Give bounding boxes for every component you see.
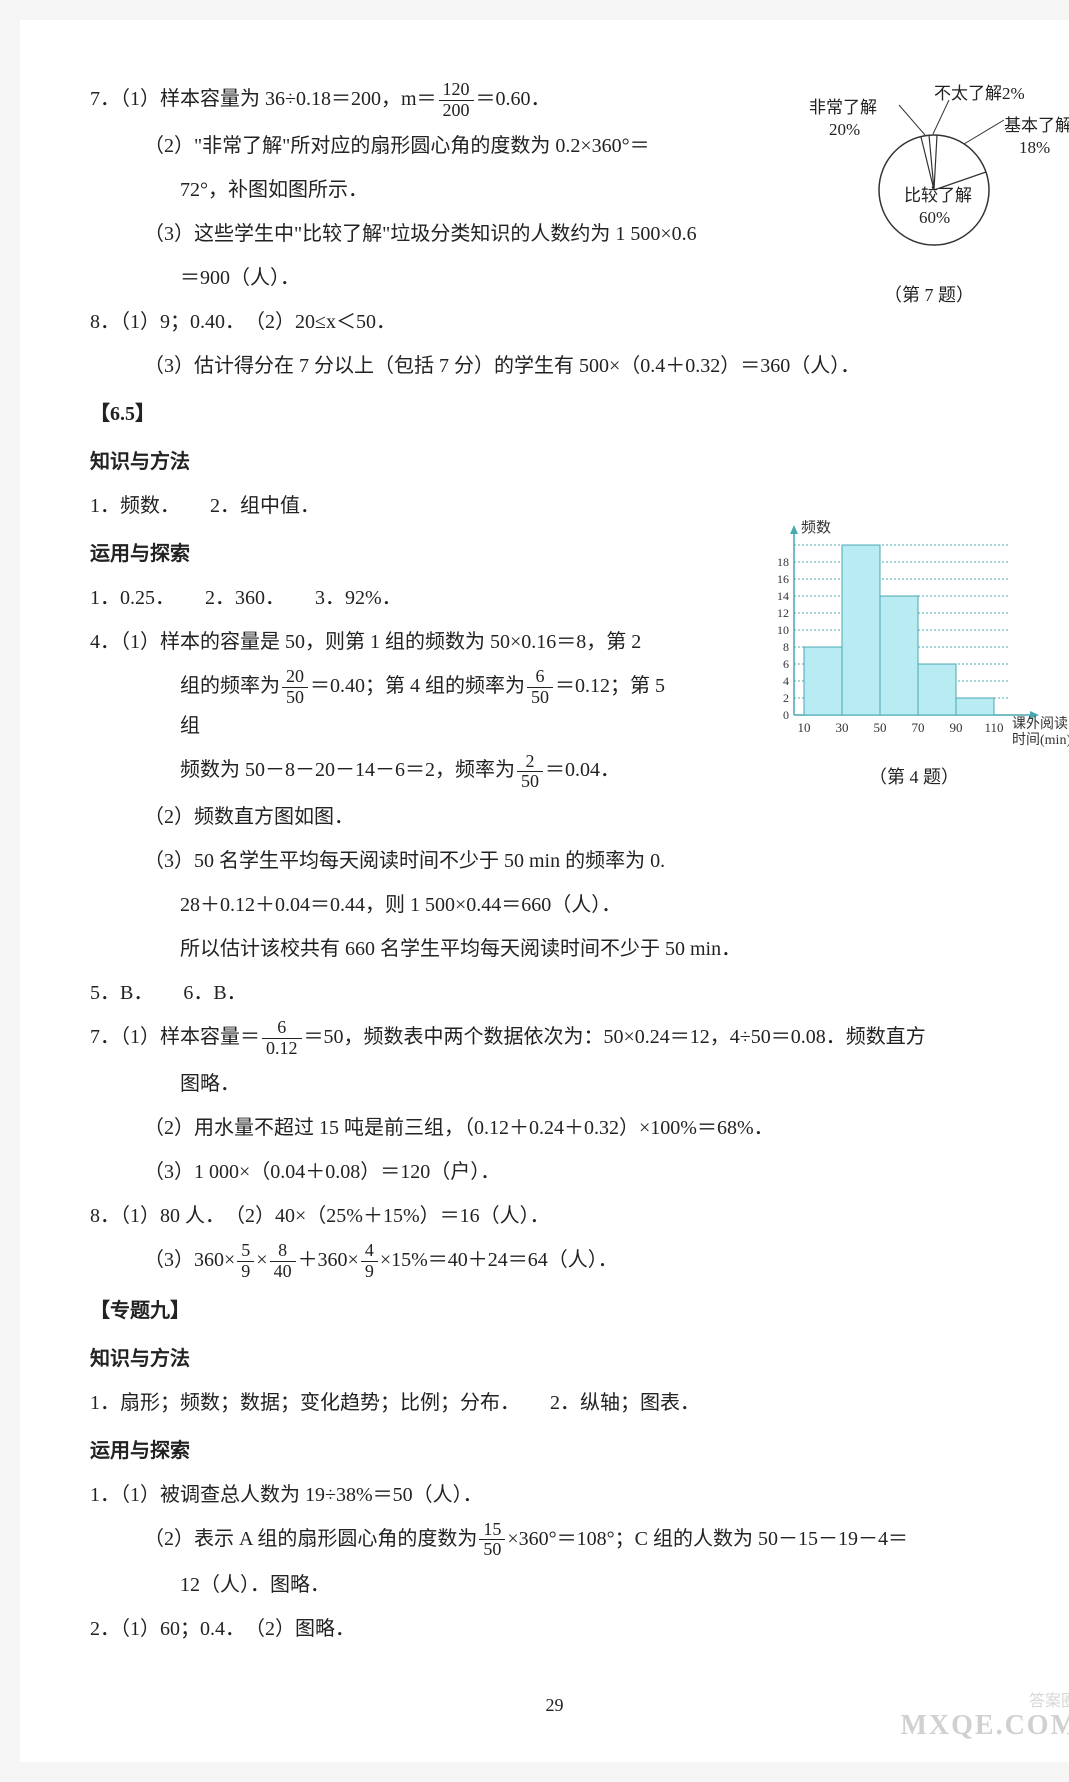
q8b-l2b: × (256, 1249, 267, 1271)
q7-1: 7．（1）样本容量为 36÷0.18＝200，m＝120200＝0.60． (90, 80, 1019, 121)
k65-items: 1．频数． 2．组中值． (90, 487, 1019, 525)
q8b-l2c: ＋360× (298, 1249, 359, 1271)
svg-text:时间(min): 时间(min) (1012, 732, 1069, 748)
frac-5-9: 59 (237, 1241, 254, 1282)
q7-1-text-a: 7．（1）样本容量为 36÷0.18＝200，m＝ (90, 88, 437, 110)
q4-l2a: 组的频率为 (180, 675, 280, 697)
q5-q6: 5．B． 6．B． (90, 974, 1019, 1012)
svg-text:18: 18 (777, 555, 789, 569)
q7b-2: （2）用水量不超过 15 吨是前三组，（0.12＋0.24＋0.32）×100%… (90, 1109, 1019, 1147)
pie-label-basic-pct: 18% (1019, 132, 1050, 164)
q4-l3b: ＝0.04． (545, 759, 620, 781)
topic9-r-title: 运用与探索 (90, 1432, 1019, 1470)
topic9-title: 【专题九】 (90, 1292, 1019, 1330)
topic9-r2a: （2）表示 A 组的扇形圆心角的度数为 (144, 1528, 477, 1550)
q4-3a: （3）50 名学生平均每天阅读时间不少于 50 min 的频率为 0. (90, 842, 1019, 880)
q7b-l1b: ＝50，频数表中两个数据依次为：50×0.24＝12，4÷50＝0.08．频数直… (304, 1026, 926, 1048)
q4-2: （2）频数直方图如图． (90, 798, 1019, 836)
q4-1a: 4．（1）样本的容量是 50，则第 1 组的频数为 50×0.16＝8，第 2 (90, 623, 1019, 661)
knowledge-title-65: 知识与方法 (90, 443, 1019, 481)
topic9-k1: 1．扇形；频数；数据；变化趋势；比例；分布． 2．纵轴；图表． (90, 1384, 1019, 1422)
watermark: MXQE.COM (900, 1699, 1069, 1752)
hist-ylabel: 频数 (801, 520, 831, 536)
q7b-1b: 图略． (90, 1065, 1019, 1103)
q4-1b: 组的频率为2050＝0.40；第 4 组的频率为650＝0.12；第 5 组 (90, 667, 1019, 746)
q8a-2: （3）估计得分在 7 分以上（包括 7 分）的学生有 500×（0.4＋0.32… (90, 347, 1019, 385)
q7-1-text-b: ＝0.60． (476, 88, 551, 110)
frac-4-9: 49 (361, 1241, 378, 1282)
frac-20-50: 2050 (282, 667, 308, 708)
q7b-3: （3）1 000×（0.04＋0.08）＝120（户）． (90, 1153, 1019, 1191)
q4-3c: 所以估计该校共有 660 名学生平均每天阅读时间不少于 50 min． (90, 930, 1019, 968)
q8b-l2a: （3）360× (144, 1249, 235, 1271)
q7-3b: ＝900（人）． (90, 259, 1019, 297)
svg-text:16: 16 (777, 572, 789, 586)
topic9-k-title: 知识与方法 (90, 1340, 1019, 1378)
svg-text:14: 14 (777, 589, 789, 603)
frac-6-012: 60.12 (262, 1018, 302, 1059)
topic9-r3: 12（人）．图略． (90, 1566, 1019, 1604)
topic9-r2: （2）表示 A 组的扇形圆心角的度数为1550×360°＝108°；C 组的人数… (90, 1520, 1019, 1561)
topic9-r4: 2．（1）60；0.4． （2）图略． (90, 1610, 1019, 1648)
topic9-r2b: ×360°＝108°；C 组的人数为 50－15－19－4＝ (507, 1528, 908, 1550)
frac-15-50: 1550 (479, 1520, 505, 1561)
q8a-1: 8．（1）9；0.40． （2）20≤x＜50． (90, 303, 1019, 341)
q7-2a: （2）"非常了解"所对应的扇形圆心角的度数为 0.2×360°＝ (90, 127, 1019, 165)
q7-2b: 72°，补图如图所示． (90, 171, 1019, 209)
q4-3b: 28＋0.12＋0.04＝0.44，则 1 500×0.44＝660（人）． (90, 886, 1019, 924)
q7b-1: 7．（1）样本容量＝60.12＝50，频数表中两个数据依次为：50×0.24＝1… (90, 1018, 1019, 1059)
frac-6-50: 650 (527, 667, 553, 708)
q8b-l2d: ×15%＝40＋24＝64（人）． (380, 1249, 618, 1271)
q8b-1: 8．（1）80 人． （2）40×（25%＋15%）＝16（人）． (90, 1197, 1019, 1235)
q8b-2: （3）360×59×840＋360×49×15%＝40＋24＝64（人）． (90, 1241, 1019, 1282)
section-6-5-title: 【6.5】 (90, 395, 1019, 433)
page-number: 29 (90, 1688, 1019, 1722)
q4-1c: 频数为 50－8－20－14－6＝2，频率为250＝0.04． (90, 751, 1019, 792)
frac-120-200: 120200 (439, 80, 474, 121)
q4-l3a: 频数为 50－8－20－14－6＝2，频率为 (180, 759, 515, 781)
svg-text:课外阅读: 课外阅读 (1012, 715, 1068, 732)
topic9-r1: 1．（1）被调查总人数为 19÷38%＝50（人）． (90, 1476, 1019, 1514)
q7-3a: （3）这些学生中"比较了解"垃圾分类知识的人数约为 1 500×0.6 (90, 215, 1019, 253)
frac-8-40: 840 (270, 1241, 296, 1282)
q4-l2b: ＝0.40；第 4 组的频率为 (310, 675, 525, 697)
frac-2-50: 250 (517, 752, 543, 793)
svg-text:12: 12 (777, 606, 789, 620)
svg-text:20: 20 (777, 520, 789, 523)
page: 不太了解2% 非常了解 20% 基本了解 18% 比较了解 60% （第 7 题… (20, 20, 1069, 1762)
q7b-l1a: 7．（1）样本容量＝ (90, 1026, 260, 1048)
